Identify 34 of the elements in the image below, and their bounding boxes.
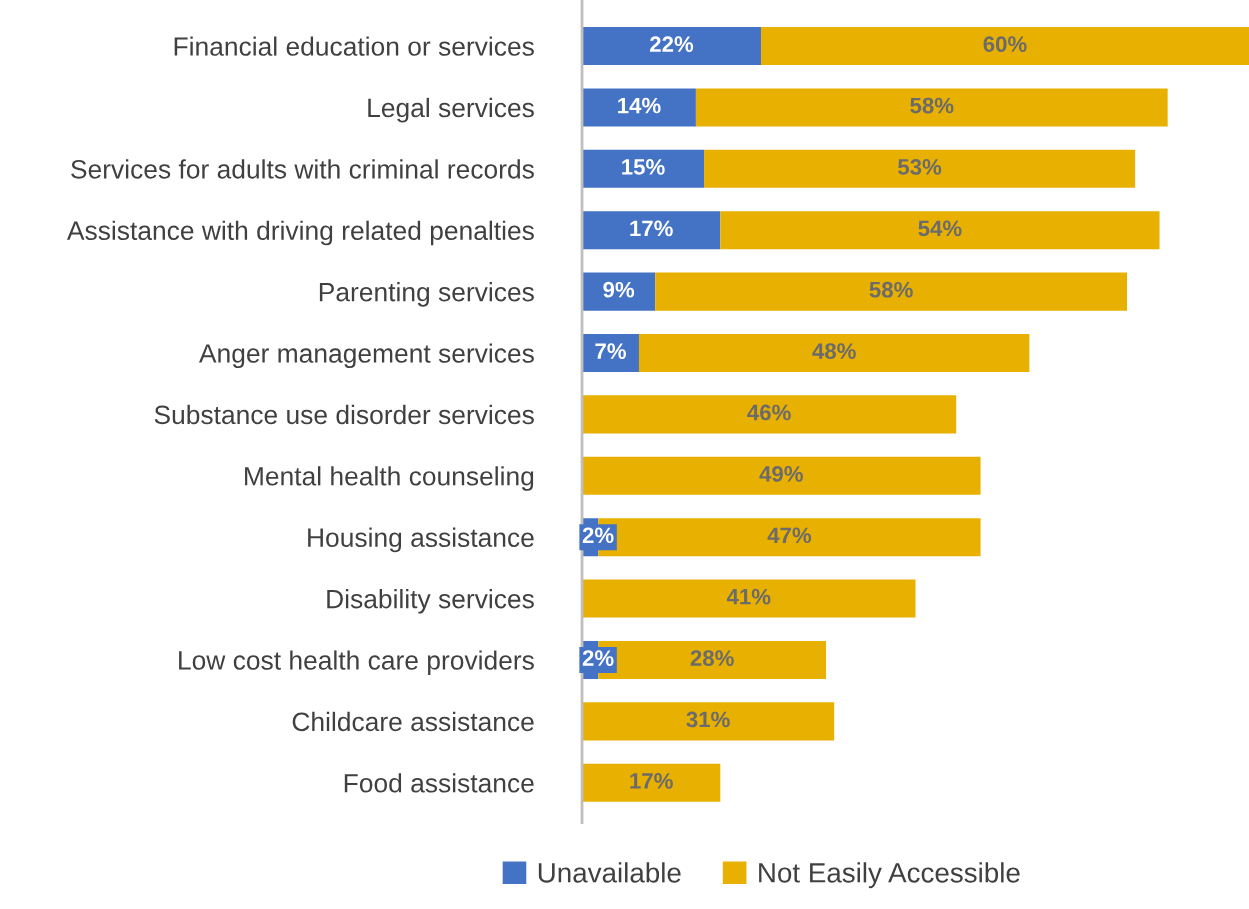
y-tick-label: Low cost health care providers: [179, 650, 534, 675]
data-label: 17%: [630, 220, 673, 237]
y-tick-label: Childcare assistance: [292, 711, 534, 732]
y-tick-label: Assistance with driving related penalties: [66, 220, 534, 246]
y-tick-label: Disability services: [327, 589, 534, 614]
data-label: 53%: [898, 159, 942, 175]
data-label: 41%: [726, 588, 771, 605]
data-label: 9%: [603, 281, 635, 298]
y-tick-label: Services for adults with criminal records: [71, 159, 534, 179]
data-label: 22%: [650, 36, 694, 52]
data-label: 54%: [918, 220, 962, 237]
data-label: 7%: [595, 343, 626, 359]
data-label: 48%: [812, 343, 856, 359]
data-label: 17%: [630, 773, 673, 789]
y-tick-label: Housing assistance: [308, 527, 534, 553]
legend-label: Not Easily Accessible: [759, 862, 1020, 889]
y-tick-label: Legal services: [368, 97, 534, 123]
data-label: 28%: [690, 650, 734, 666]
data-label: 58%: [910, 97, 954, 114]
legend-label: Unavailable: [538, 862, 681, 883]
y-tick-label: Anger management services: [199, 343, 534, 369]
data-label: 46%: [747, 404, 791, 421]
data-label: 15%: [622, 159, 665, 175]
y-tick-label: Substance use disorder services: [154, 404, 534, 425]
data-label: 49%: [759, 466, 803, 482]
data-label: 14%: [618, 97, 661, 114]
y-tick-label: Mental health counseling: [245, 466, 534, 491]
data-label: 58%: [869, 281, 913, 298]
y-tick-label: Parenting services: [319, 282, 534, 307]
y-tick-label: Food assistance: [344, 773, 534, 793]
data-label: 31%: [686, 711, 730, 728]
y-tick-label: Financial education or services: [174, 36, 534, 56]
data-label: 60%: [983, 36, 1027, 53]
data-label: 47%: [767, 527, 812, 544]
